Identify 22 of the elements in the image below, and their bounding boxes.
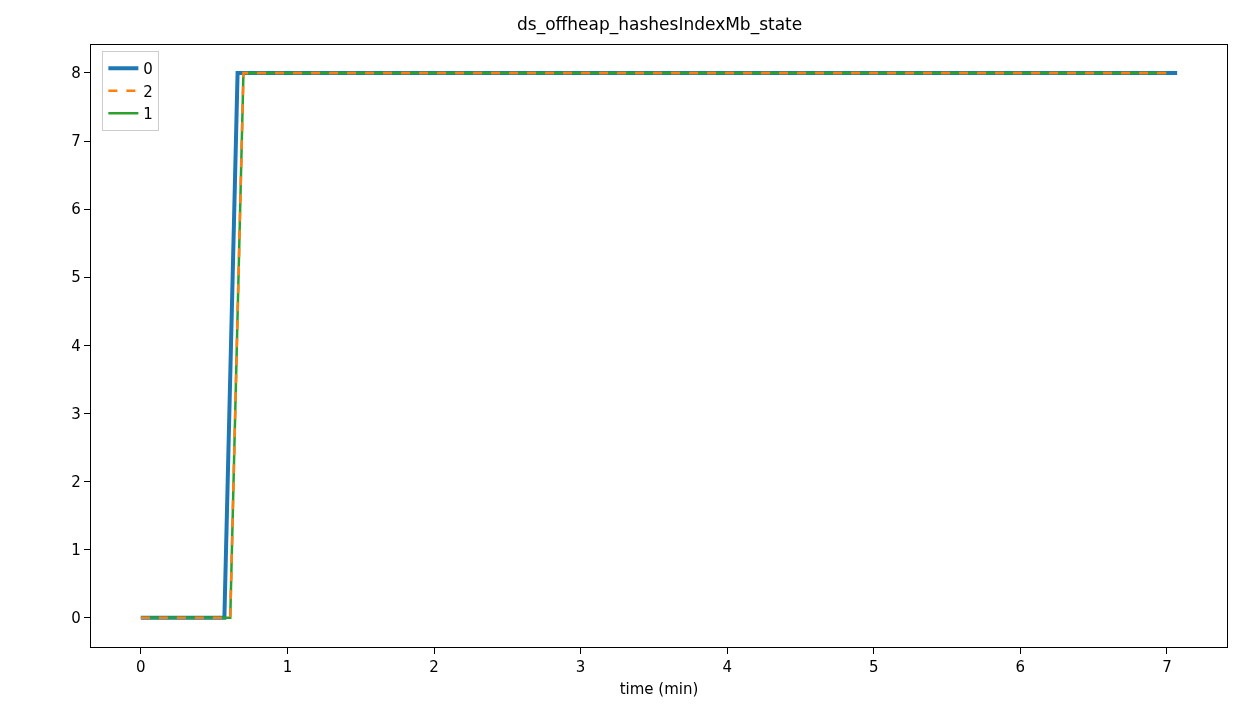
legend-label: 0 bbox=[143, 60, 153, 79]
x-tick-label: 1 bbox=[282, 658, 293, 677]
y-tick-label: 6 bbox=[71, 200, 81, 219]
x-tick-label: 6 bbox=[1015, 658, 1026, 677]
x-tick-label: 3 bbox=[575, 658, 586, 677]
x-tick-label: 4 bbox=[722, 658, 732, 677]
y-tick-label: 7 bbox=[71, 132, 81, 151]
y-tick-label: 0 bbox=[71, 608, 81, 627]
chart-title: ds_offheap_hashesIndexMb_state bbox=[517, 13, 803, 35]
x-tick-label: 2 bbox=[429, 658, 439, 677]
y-tick-label: 2 bbox=[71, 472, 81, 491]
y-tick-label: 1 bbox=[71, 540, 81, 559]
x-tick-label: 7 bbox=[1162, 658, 1172, 677]
y-tick-label: 5 bbox=[71, 268, 81, 287]
x-axis-title: time (min) bbox=[619, 680, 699, 699]
y-tick-label: 3 bbox=[71, 404, 81, 423]
y-tick-label: 4 bbox=[71, 336, 81, 355]
legend-label: 1 bbox=[143, 105, 153, 124]
x-tick-label: 0 bbox=[136, 658, 146, 677]
legend-label: 2 bbox=[143, 82, 153, 101]
y-tick-label: 8 bbox=[71, 64, 81, 83]
x-tick-label: 5 bbox=[868, 658, 879, 677]
